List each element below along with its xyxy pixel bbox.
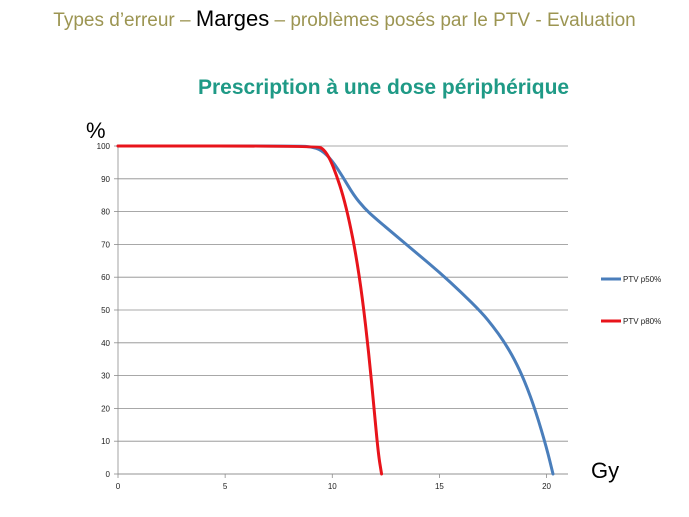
y-tick-label: 10: [101, 437, 110, 446]
x-tick-label: 0: [116, 482, 121, 491]
y-tick-label: 80: [101, 208, 110, 217]
y-tick-label: 70: [101, 240, 110, 249]
axes: [114, 146, 568, 478]
y-tick-label: 50: [101, 306, 110, 315]
legend-label: PTV p80%: [623, 317, 661, 326]
y-tick-label: 90: [101, 175, 110, 184]
x-tick-label: 10: [328, 482, 337, 491]
y-tick-label: 60: [101, 273, 110, 282]
x-tick-label: 5: [223, 482, 228, 491]
y-tick-label: 30: [101, 372, 110, 381]
y-tick-label: 40: [101, 339, 110, 348]
y-tick-label: 20: [101, 404, 110, 413]
x-tick-label: 20: [542, 482, 551, 491]
y-tick-label: 100: [97, 142, 111, 151]
legend-label: PTV p50%: [623, 275, 661, 284]
x-tick-label: 15: [435, 482, 444, 491]
y-tick-label: 0: [106, 470, 111, 479]
legend: PTV p50% PTV p80%: [601, 275, 661, 326]
